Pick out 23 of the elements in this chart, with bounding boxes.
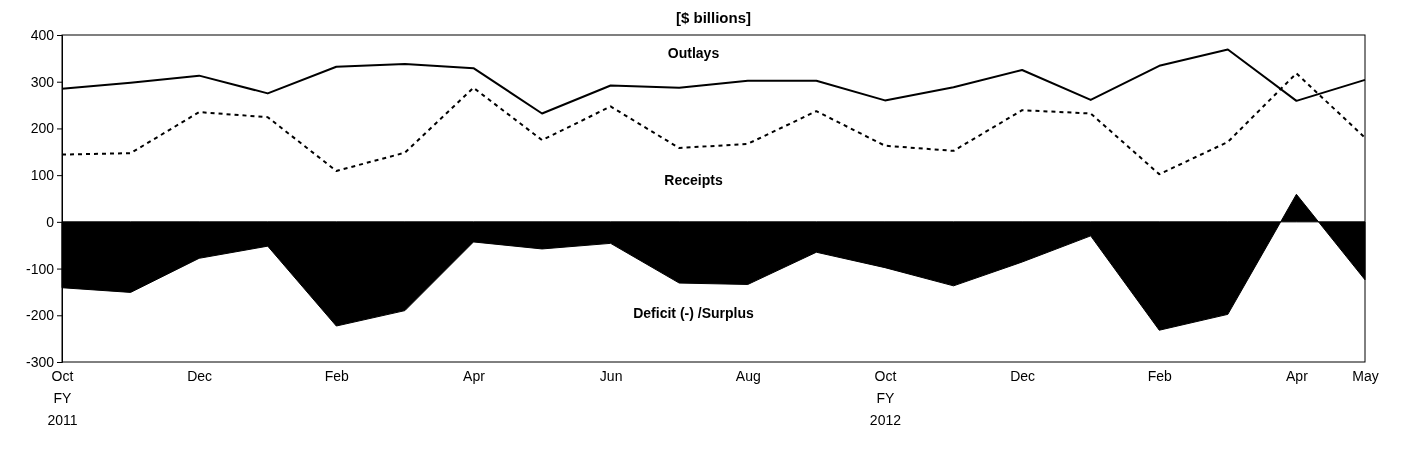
chart-title: [$ billions] — [676, 9, 751, 26]
x-tick-label: Apr — [463, 368, 486, 384]
x-tick-label: Dec — [1010, 368, 1036, 384]
y-tick-label: 0 — [46, 213, 55, 230]
y-tick-label: 400 — [30, 26, 55, 43]
x-tick-label: Oct FY 2012 — [869, 368, 902, 428]
x-tick-label: Apr — [1286, 368, 1309, 384]
y-tick-label: -300 — [25, 353, 55, 370]
y-tick-label: 200 — [30, 120, 55, 137]
series-label: Receipts — [664, 172, 723, 188]
y-tick-label: 100 — [30, 167, 55, 184]
series-label: Deficit (-) /Surplus — [633, 305, 754, 321]
y-tick-label: 300 — [30, 73, 55, 90]
y-tick-label: -100 — [25, 260, 55, 277]
x-tick-label: Jun — [599, 368, 623, 384]
x-tick-label: Feb — [1147, 368, 1173, 384]
y-tick-label: -200 — [25, 307, 55, 324]
x-tick-label: Aug — [735, 368, 761, 384]
x-tick-label: Dec — [187, 368, 213, 384]
series-label: Outlays — [667, 45, 720, 61]
x-tick-label: Feb — [324, 368, 350, 384]
x-tick-label: Oct FY 2011 — [47, 368, 78, 428]
x-tick-label: May — [1352, 368, 1379, 384]
